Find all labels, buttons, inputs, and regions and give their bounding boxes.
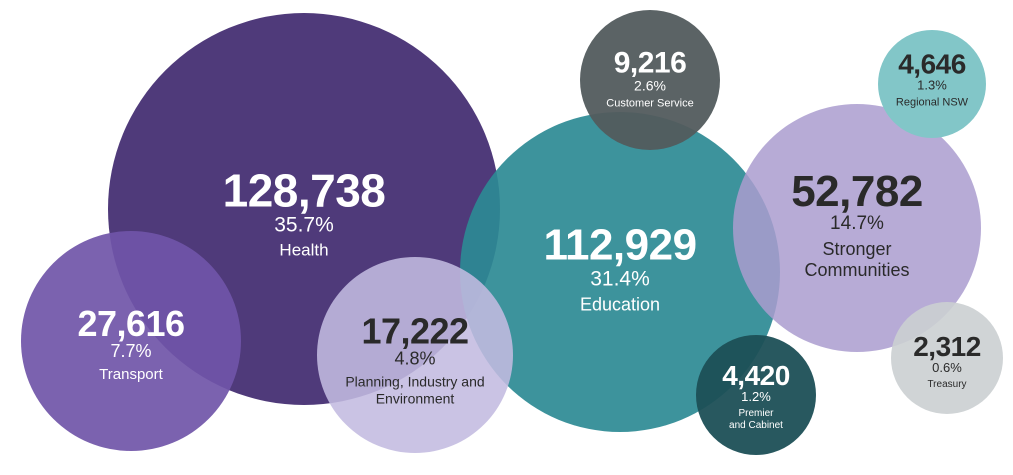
bubble [317,257,513,453]
bubble-value: 52,782 [791,166,923,216]
bubble-name: Customer Service [606,98,694,111]
bubble-value: 17,222 [361,310,469,352]
bubble-percent: 7.7% [110,341,152,362]
bubble-value: 112,929 [543,220,697,270]
bubble-percent: 0.6% [932,359,962,375]
bubble-value: 2,312 [913,330,981,362]
bubble-name: Health [279,240,329,260]
bubble-percent: 2.6% [634,77,666,94]
bubble-value: 9,216 [613,46,687,80]
bubble-label: 4,420 1.2% Premier and Cabinet [722,359,790,432]
bubble-label: 4,646 1.3% Regional NSW [896,50,968,109]
bubble-percent: 1.2% [741,388,771,404]
bubble-name: Treasury [927,379,967,391]
bubble [21,231,241,451]
bubble-label: 9,216 2.6% Customer Service [606,46,694,112]
bubble-percent: 31.4% [590,267,650,291]
bubble-name: Regional NSW [895,96,969,109]
bubble-name: Education [579,294,661,315]
bubble-label: 112,929 31.4% Education [543,220,697,317]
bubble-label: 52,782 14.7% Stronger Communities [791,166,923,282]
bubble-name: Transport [99,365,163,383]
bubble-percent: 14.7% [830,212,884,234]
bubble [696,335,816,455]
bubble-value: 27,616 [77,303,185,345]
bubble-label: 128,738 35.7% Health [223,167,386,260]
bubble-label: 2,312 0.6% Treasury [913,330,981,391]
bubble-value: 128,738 [222,164,386,217]
bubble [580,10,720,150]
bubble-percent: 1.3% [917,77,947,93]
bubble-value: 4,646 [898,48,966,80]
bubble [891,302,1003,414]
bubble-percent: 35.7% [274,213,334,237]
bubble-percent: 4.8% [394,348,436,369]
bubble [878,30,986,138]
bubble-label: 27,616 7.7% Transport [77,303,185,384]
bubble-name: Stronger Communities [804,238,910,281]
bubble-value: 4,420 [722,359,790,391]
bubble-name: Premier and Cabinet [729,408,783,432]
bubble-name: Planning, Industry and Environment [345,373,485,406]
bubble-label: 17,222 4.8% Planning, Industry and Environ… [345,313,484,406]
